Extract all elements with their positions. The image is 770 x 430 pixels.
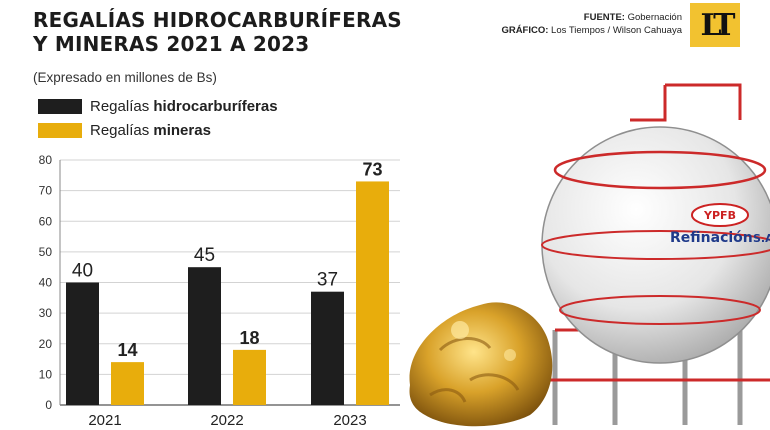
bar-mining xyxy=(356,181,389,405)
tank-ring-top xyxy=(553,150,767,190)
tank-text-refinacion: Refinación xyxy=(670,230,753,246)
legend-label-mining: Regalías mineras xyxy=(90,122,211,139)
y-tick-label: 0 xyxy=(45,398,52,412)
publisher-logo: LT xyxy=(690,3,740,47)
x-tick-label: 2022 xyxy=(210,412,243,429)
legend-swatch-mining xyxy=(38,123,82,138)
y-tick-label: 60 xyxy=(39,214,53,228)
chart-title-line-1: REGALÍAS HIDROCARBURÍFERAS xyxy=(33,8,402,32)
legend-label-hydro: Regalías hidrocarburíferas xyxy=(90,98,278,115)
bar-layer xyxy=(66,181,389,405)
chart-title-line-2: Y MINERAS 2021 A 2023 xyxy=(33,32,310,56)
graphic-value: Los Tiempos / Wilson Cahuaya xyxy=(551,25,682,36)
data-label-hydro: 37 xyxy=(317,270,338,291)
chart-subtitle: (Expresado en millones de Bs) xyxy=(33,70,217,85)
legend-label-mining-bold: mineras xyxy=(153,122,211,139)
data-label-mining: 14 xyxy=(117,340,137,360)
y-tick-label: 10 xyxy=(39,367,53,381)
source-credit: FUENTE: Gobernación xyxy=(501,11,682,24)
y-tick-label: 50 xyxy=(39,245,53,259)
gold-nugget xyxy=(409,302,553,427)
bar-hydro xyxy=(311,291,344,405)
photo-illustration: YPFB Refinación S.A xyxy=(409,83,770,427)
tank-ring-low xyxy=(559,295,761,325)
ypfb-logo: YPFB xyxy=(691,203,749,227)
legend-label-hydro-bold: hidrocarburíferas xyxy=(153,98,278,115)
y-tick-label: 20 xyxy=(39,337,53,351)
bar-hydro xyxy=(66,282,99,405)
y-tick-label: 80 xyxy=(39,153,53,167)
y-tick-label: 40 xyxy=(39,276,53,290)
legend-label-mining-regular: Regalías xyxy=(90,122,154,139)
source-label: FUENTE: xyxy=(583,12,625,23)
bar-mining xyxy=(233,349,266,405)
data-label-mining: 73 xyxy=(362,159,382,179)
y-tick-label: 30 xyxy=(39,306,53,320)
bar-mining xyxy=(111,362,144,405)
x-tick-label: 2023 xyxy=(333,412,366,429)
legend-swatch-hydro xyxy=(38,99,82,114)
legend-label-hydro-regular: Regalías xyxy=(90,98,154,115)
data-label-hydro: 40 xyxy=(72,261,93,282)
source-value: Gobernación xyxy=(627,12,682,23)
legend-item-hydro: Regalías hidrocarburíferas xyxy=(38,98,278,115)
y-tick-label: 70 xyxy=(39,184,53,198)
bar-hydro xyxy=(188,267,221,405)
data-label-mining: 18 xyxy=(239,328,259,348)
label-layer: 0 10 20 30 40 50 60 70 80 40 14 2021 45 18 2022 37 73 202… xyxy=(39,153,383,429)
graphic-credit: GRÁFICO: Los Tiempos / Wilson Cahuaya xyxy=(501,24,682,37)
tank-ring-mid xyxy=(541,230,770,260)
tank-text-ypfb: YPFB xyxy=(703,209,736,222)
data-label-hydro: 45 xyxy=(194,245,215,266)
legend-item-mining: Regalías mineras xyxy=(38,122,211,139)
credits: FUENTE: Gobernación GRÁFICO: Los Tiempos… xyxy=(501,11,682,37)
tank-text-sa: S.A xyxy=(753,232,770,245)
x-tick-label: 2021 xyxy=(88,412,121,429)
graphic-label: GRÁFICO: xyxy=(501,25,549,36)
chart-title: REGALÍAS HIDROCARBURÍFERAS Y MINERAS 202… xyxy=(33,8,402,56)
